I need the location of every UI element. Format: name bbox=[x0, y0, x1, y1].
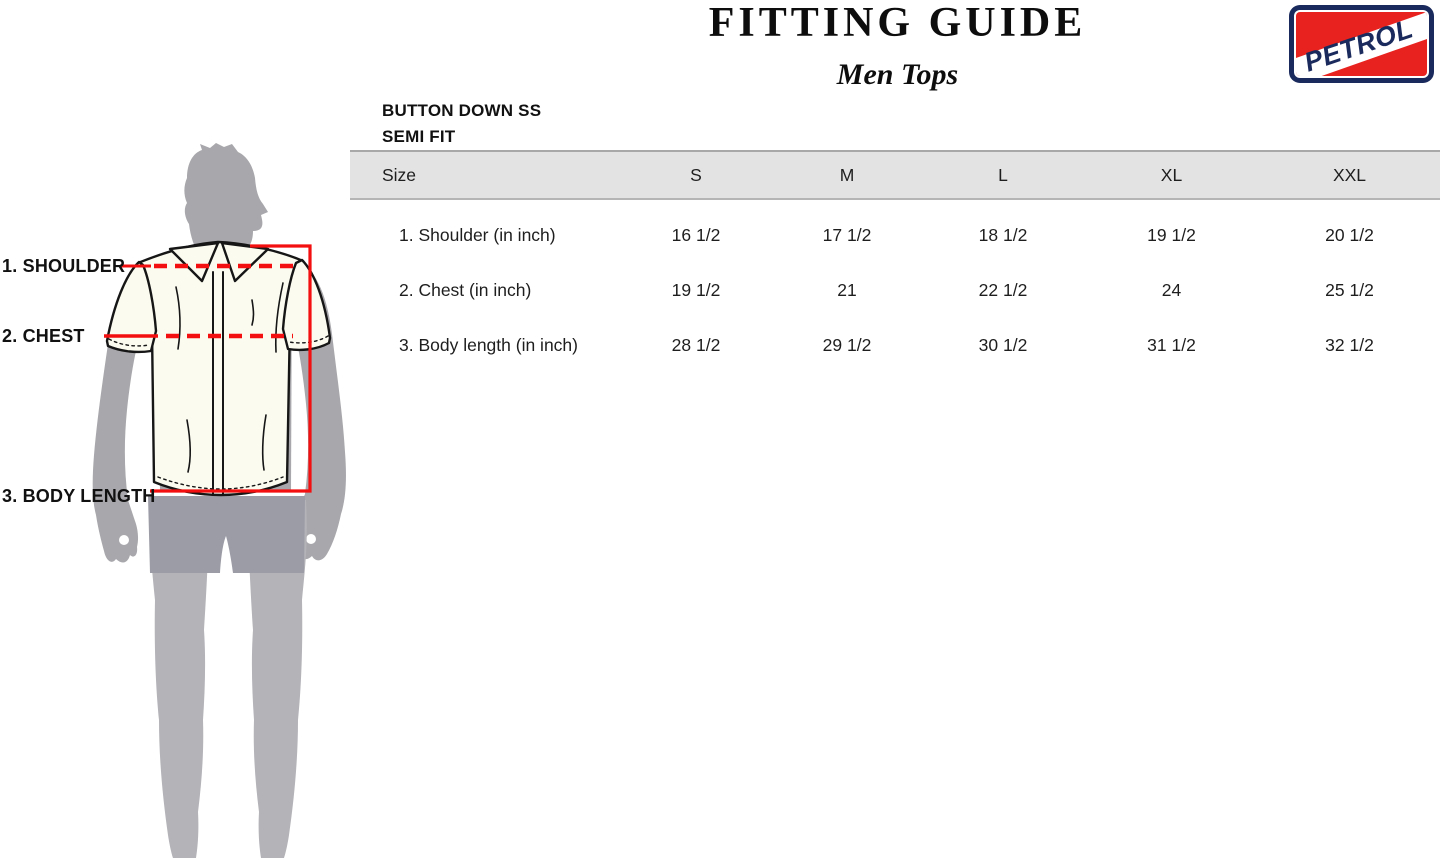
size-value: 19 1/2 bbox=[1147, 225, 1196, 245]
size-value: 30 1/2 bbox=[978, 335, 1028, 355]
left-hand-thumb-notch bbox=[119, 535, 129, 545]
table-row-body-length: 3. Body length (in inch) 28 1/2 29 1/2 3… bbox=[350, 318, 1440, 373]
size-value: 16 1/2 bbox=[671, 225, 721, 245]
size-chart-table: Size S M L XL XXL 1. Shoulder (in inch) … bbox=[350, 150, 1440, 373]
size-value: 17 1/2 bbox=[822, 225, 872, 245]
shorts-silhouette bbox=[148, 496, 305, 573]
legs-silhouette bbox=[150, 500, 307, 858]
page-subtitle: Men Tops bbox=[836, 58, 959, 91]
page-heading: FITTING GUIDE Men Tops bbox=[350, 0, 1445, 92]
size-value: 25 1/2 bbox=[1325, 280, 1374, 300]
row-label: 2. Chest (in inch) bbox=[399, 280, 532, 300]
petrol-logo: PETROL bbox=[1287, 3, 1436, 85]
shoulder-measure-label: 1. SHOULDER bbox=[2, 256, 126, 276]
size-value: 22 1/2 bbox=[978, 280, 1028, 300]
size-value: 19 1/2 bbox=[671, 280, 721, 300]
product-fit: SEMI FIT bbox=[382, 127, 456, 146]
column-header-xxl: XXL bbox=[1259, 150, 1440, 200]
head-silhouette bbox=[184, 143, 268, 267]
column-header-s: S bbox=[620, 150, 772, 200]
product-name: BUTTON DOWN SS bbox=[382, 101, 542, 120]
measurement-lines bbox=[104, 244, 312, 493]
chest-measure-label: 2. CHEST bbox=[2, 326, 85, 346]
body-length-measure-label: 3. BODY LENGTH bbox=[2, 486, 156, 506]
column-header-xl: XL bbox=[1084, 150, 1259, 200]
size-value: 21 bbox=[837, 280, 857, 300]
logo-diagonal-band bbox=[1296, 12, 1427, 76]
row-label: 1. Shoulder (in inch) bbox=[399, 225, 556, 245]
size-value: 28 1/2 bbox=[671, 335, 721, 355]
size-value: 31 1/2 bbox=[1147, 335, 1196, 355]
shirt-illustration bbox=[105, 240, 332, 497]
column-header-l: L bbox=[922, 150, 1084, 200]
page-title: FITTING GUIDE bbox=[708, 0, 1087, 46]
row-label: 3. Body length (in inch) bbox=[399, 335, 578, 355]
product-block: BUTTON DOWN SS SEMI FIT bbox=[382, 98, 541, 150]
column-header-m: M bbox=[772, 150, 922, 200]
table-row-shoulder: 1. Shoulder (in inch) 16 1/2 17 1/2 18 1… bbox=[350, 199, 1440, 263]
size-value: 32 1/2 bbox=[1325, 335, 1374, 355]
size-table-header-row: Size S M L XL XXL bbox=[350, 150, 1440, 200]
mannequin-figure bbox=[92, 143, 346, 858]
body-length-bracket bbox=[150, 244, 312, 493]
column-header-size: Size bbox=[350, 150, 620, 200]
size-value: 18 1/2 bbox=[978, 225, 1028, 245]
size-value: 24 bbox=[1161, 280, 1182, 300]
right-hand-thumb-notch bbox=[306, 534, 316, 544]
table-row-chest: 2. Chest (in inch) 19 1/2 21 22 1/2 24 2… bbox=[350, 263, 1440, 318]
size-value: 29 1/2 bbox=[822, 335, 872, 355]
size-value: 20 1/2 bbox=[1325, 225, 1374, 245]
